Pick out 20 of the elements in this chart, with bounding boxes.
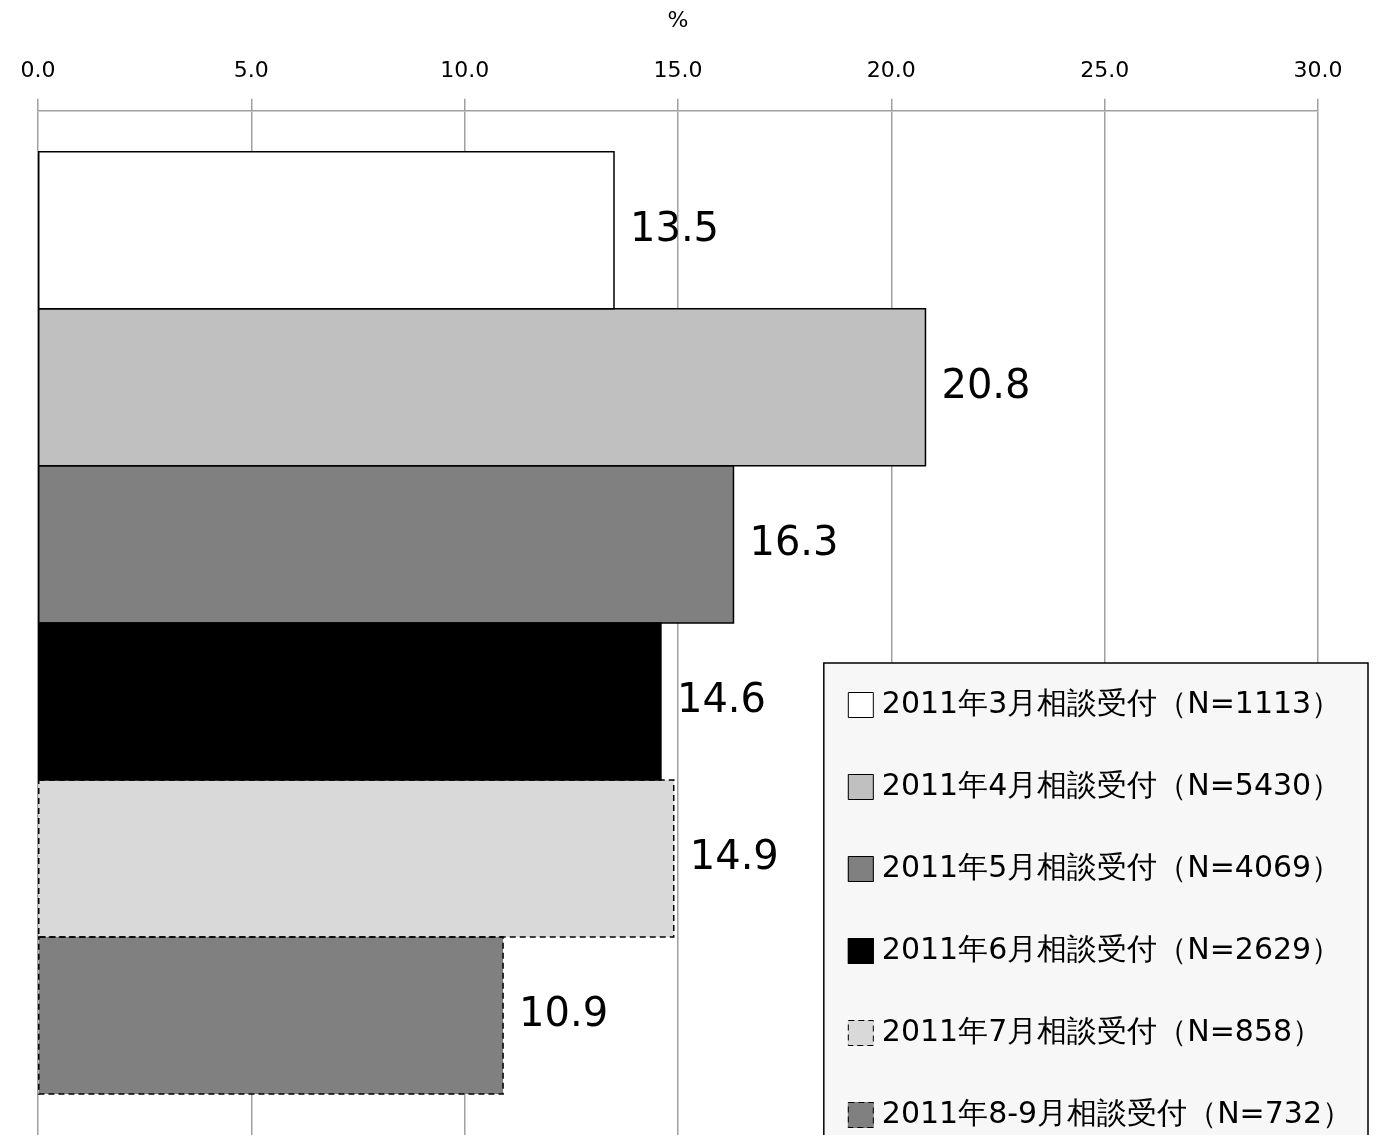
legend-label: 2011年8-9月相談受付（N=732） <box>881 1094 1352 1130</box>
legend-label: 2011年4月相談受付（N=5430） <box>881 766 1342 802</box>
legend-label: 2011年7月相談受付（N=858） <box>881 1012 1323 1048</box>
data-label: 16.3 <box>749 517 839 564</box>
data-label: 10.9 <box>519 988 609 1035</box>
data-label: 13.5 <box>630 203 720 250</box>
x-tick-label: 5.0 <box>233 57 269 83</box>
data-label: 14.6 <box>676 674 766 721</box>
x-axis-title: % <box>667 6 689 32</box>
data-label: 20.8 <box>941 360 1031 407</box>
legend-label: 2011年6月相談受付（N=2629） <box>881 930 1342 966</box>
x-tick-label: 10.0 <box>440 57 490 83</box>
x-tick-label: 15.0 <box>653 57 703 83</box>
x-tick-label: 30.0 <box>1293 57 1343 83</box>
x-tick-label: 25.0 <box>1080 57 1130 83</box>
x-tick-label: 20.0 <box>866 57 916 83</box>
x-tick-label: 0.0 <box>20 57 56 83</box>
legend-label: 2011年5月相談受付（N=4069） <box>881 848 1342 884</box>
legend-label: 2011年3月相談受付（N=1113） <box>881 684 1342 720</box>
data-label: 14.9 <box>689 831 779 878</box>
